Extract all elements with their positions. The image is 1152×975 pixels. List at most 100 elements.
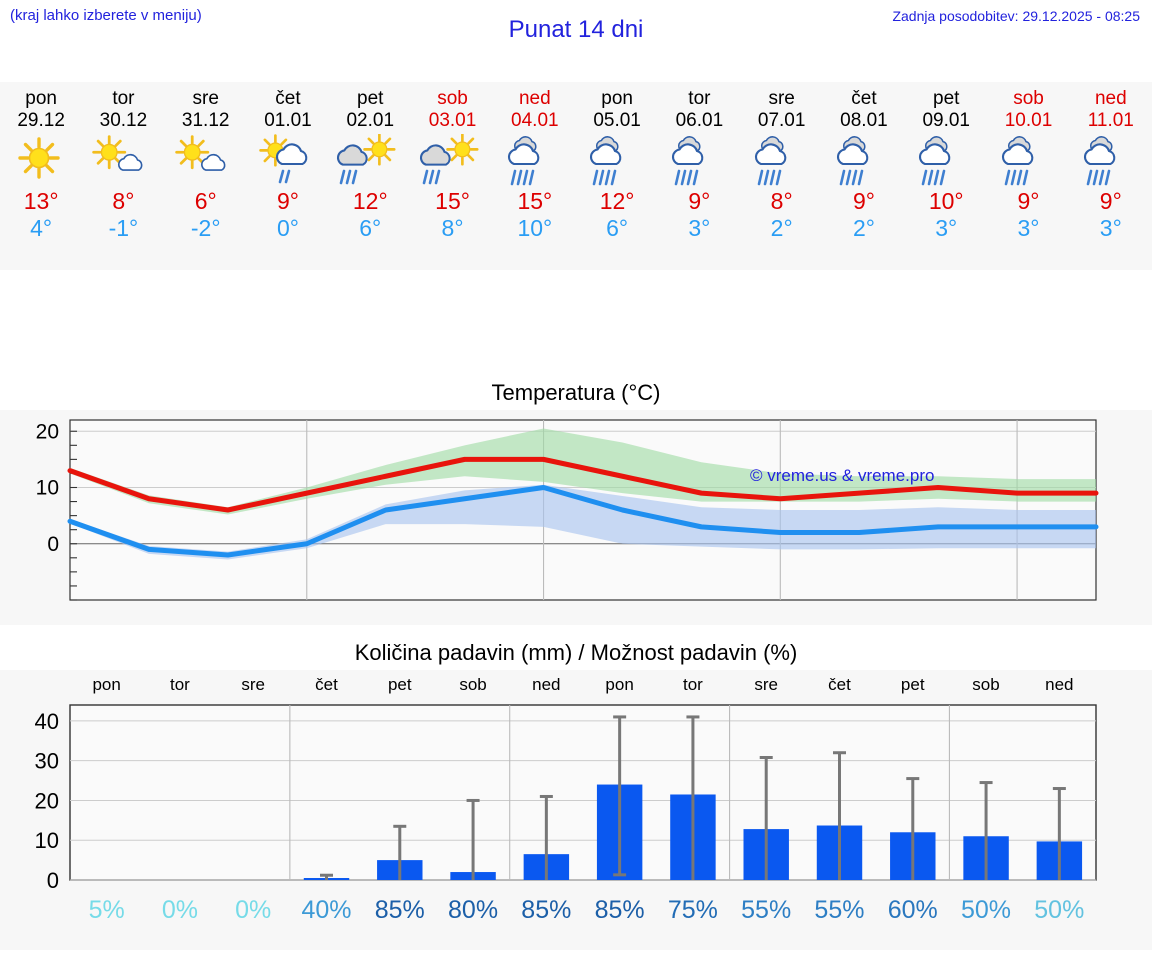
last-updated-text: Zadnja posodobitev: 29.12.2025 - 08:25 [892,8,1140,24]
precip-day-label-5: sob [459,675,487,694]
precipitation-day-labels: pon tor sre čet pet sob ned pon tor sre čet pet sob n… [70,675,1096,695]
day-of-week-label: sre [192,88,219,109]
precipitation-error-bar [320,873,333,880]
day-of-week-label: ned [1094,88,1127,109]
rain-glyph [592,169,617,186]
day-column-9[interactable]: sre 07.01 8° 2° [741,82,823,270]
sun-glyph [174,135,209,170]
sun-cloud-rain-icon [333,134,407,186]
day-of-week-label: sob [1013,88,1044,109]
rain-glyph [1086,169,1111,186]
max-temperature-value: 9° [852,188,875,214]
daily-forecast-strip: pon 29.12 13° 4° tor 30.12 8° -1° sre 31.12 6° -2° č… [0,82,1152,270]
cloud-rain-icon [745,134,819,186]
day-column-4[interactable]: pet 02.01 12° 6° [329,82,411,270]
cloud-glyph [118,153,143,171]
rain-glyph [339,169,358,185]
max-temperature-value: 15° [435,188,470,214]
sun-glyph [92,135,127,170]
precipitation-chart-section: Količina padavin (mm) / Možnost padavin … [0,640,1152,950]
max-temperature-value: 9° [1017,188,1040,214]
day-column-7[interactable]: pon 05.01 12° 6° [576,82,658,270]
precipitation-error-bar [833,751,846,880]
min-temperature-value: -1° [108,215,139,241]
day-of-week-label: pon [601,88,633,109]
day-of-week-label: ned [518,88,551,109]
precip-day-label-10: čet [828,675,851,694]
day-date-label: 06.01 [675,110,724,131]
day-date-label: 07.01 [757,110,806,131]
y-axis-tick-label: 40 [35,709,59,734]
day-of-week-label: sob [437,88,468,109]
max-temperature-value: 13° [23,188,59,214]
plot-frame [69,704,1097,881]
rain-glyph [675,169,699,186]
min-temperature-value: 3° [1099,215,1122,241]
cloud-glyph [590,143,622,166]
sun-cloud-icon [169,134,243,186]
min-temperature-value: -2° [190,215,221,241]
precipitation-probability-label-9: 55% [741,896,792,924]
day-column-13[interactable]: ned 11.01 9° 3° [1070,82,1152,270]
rain-glyph [278,169,291,184]
precipitation-probability-label-8: 75% [667,896,718,924]
max-temperature-value: 9° [1099,188,1122,214]
cloud-rain-icon [498,134,572,186]
precipitation-error-bar [759,756,773,880]
day-column-12[interactable]: sob 10.01 9° 3° [987,82,1069,270]
min-temperature-value: 0° [276,215,299,241]
max-temperature-value: 10° [928,188,964,214]
min-temperature-value: 2° [852,215,875,241]
menu-hint: (kraj lahko izberete v meniju) [10,7,202,24]
day-of-week-label: pon [25,88,57,109]
min-temperature-value: 4° [30,215,53,241]
precipitation-error-bar [466,798,480,880]
cloud-glyph [275,143,308,166]
day-date-label: 03.01 [428,110,477,131]
precip-day-label-12: sob [972,675,1000,694]
min-temperature-value: 2° [770,215,793,241]
day-column-5[interactable]: sob 03.01 15° 8° [411,82,493,270]
rain-glyph [839,169,864,186]
precip-day-label-8: tor [682,675,703,694]
precip-day-label-6: ned [532,675,561,694]
day-column-1[interactable]: tor 30.12 8° -1° [82,82,164,270]
min-temperature-value: 8° [441,215,464,241]
day-column-10[interactable]: čet 08.01 9° 2° [823,82,905,270]
day-column-8[interactable]: tor 06.01 9° 3° [658,82,740,270]
precip-day-label-9: sre [754,675,778,694]
range-band [70,484,1096,560]
y-axis-tick-label: 20 [35,788,59,813]
day-date-label: 04.01 [511,110,559,131]
precip-day-label-2: sre [241,675,266,694]
day-date-label: 30.12 [99,110,148,131]
rain-glyph [510,169,535,186]
day-date-label: 11.01 [1087,110,1134,131]
y-axis-tick-label: 20 [36,420,59,443]
sun-glyph [363,134,396,166]
precipitation-probability-label-12: 50% [960,896,1012,924]
day-column-3[interactable]: čet 01.01 9° 0° [247,82,329,270]
precip-day-label-0: pon [92,675,121,694]
cloud-glyph [919,143,951,166]
day-of-week-label: pet [933,88,960,109]
precipitation-probability-label-3: 40% [301,896,352,924]
day-of-week-label: tor [112,88,135,109]
precipitation-error-bar [906,777,920,880]
sun-cloud-icon [86,134,160,186]
precip-day-label-11: pet [900,675,925,694]
temperature-chart-section: Temperatura (°C) 0 10 20 [0,380,1152,625]
temperature-chart-plot: 0 10 20 [36,419,1099,601]
day-column-11[interactable]: pet 09.01 10° 3° [905,82,987,270]
max-temperature-value: 12° [599,188,635,214]
max-temperature-value: 9° [276,188,299,214]
day-column-0[interactable]: pon 29.12 13° 4° [0,82,82,270]
copyright-watermark: © vreme.us & vreme.pro [750,466,935,485]
min-temperature-value: 6° [359,215,382,241]
rain-glyph [1004,169,1028,186]
sun-cloud-rain-light-icon [251,134,325,186]
precipitation-error-bar [1052,787,1066,880]
day-column-2[interactable]: sre 31.12 6° -2° [165,82,247,270]
day-column-6[interactable]: ned 04.01 15° 10° [494,82,576,270]
